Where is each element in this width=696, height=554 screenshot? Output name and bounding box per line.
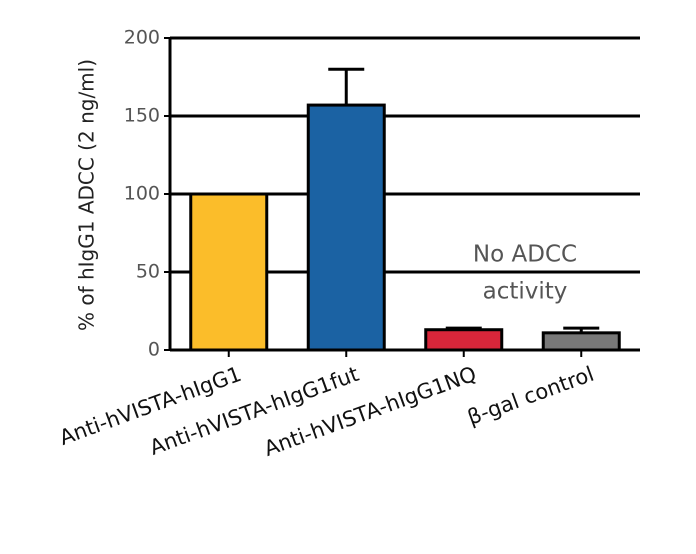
bar — [189, 192, 269, 352]
y-tick-label: 0 — [148, 339, 160, 361]
y-axis-title: % of hIgG1 ADCC (2 ng/ml) — [75, 59, 99, 331]
annotation: activity — [483, 279, 568, 305]
y-tick-label: 50 — [136, 261, 160, 283]
y-tick-label: 200 — [124, 27, 160, 49]
y-tick-label: 100 — [124, 183, 160, 205]
x-tick-label: Anti-hVISTA-hIgG1fut — [146, 362, 362, 460]
bar — [424, 328, 504, 352]
bar — [306, 103, 386, 352]
annotation: No ADCC — [473, 242, 577, 268]
x-tick-label: Anti-hVISTA-hIgG1NQ — [261, 362, 480, 461]
bar — [541, 331, 621, 352]
y-tick-label: 150 — [124, 105, 160, 127]
x-tick-label: β-gal control — [464, 362, 597, 430]
